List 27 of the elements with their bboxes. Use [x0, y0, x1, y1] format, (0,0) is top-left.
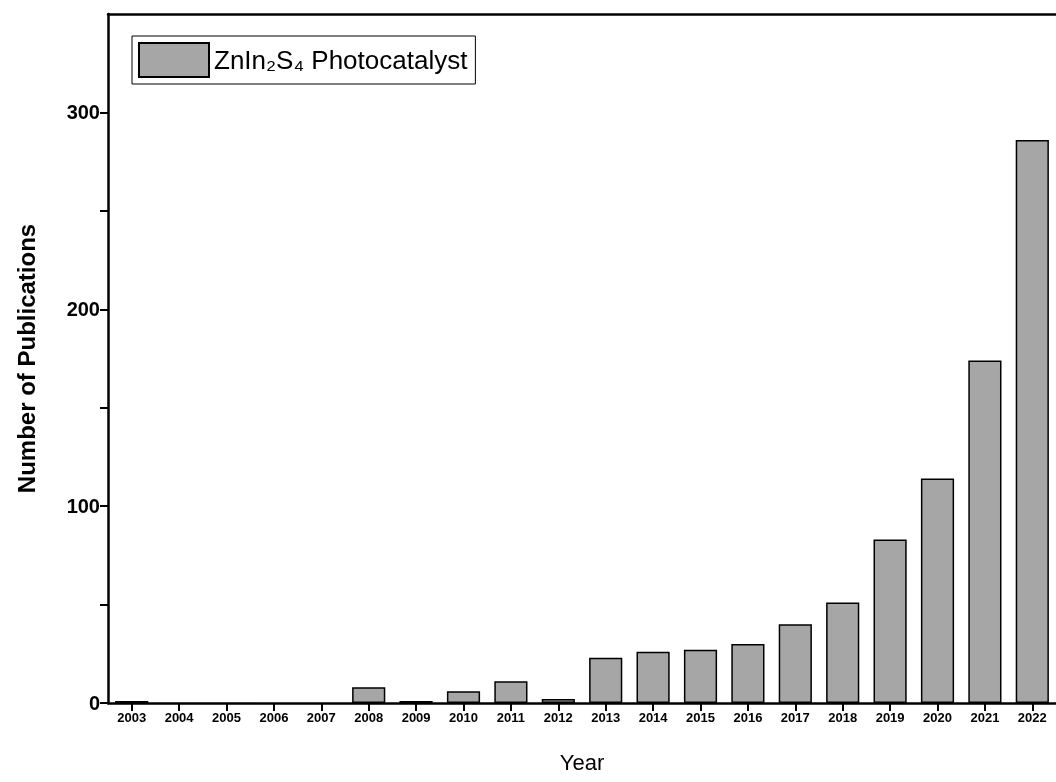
- x-tick-label: 2008: [354, 710, 384, 725]
- x-tick-label: 2021: [970, 710, 1000, 725]
- x-tick-label: 2017: [780, 710, 810, 725]
- x-tick-label: 2010: [449, 710, 478, 725]
- x-tick-label: 2016: [733, 710, 763, 725]
- y-axis-title: Number of Publications: [12, 223, 40, 494]
- x-tick-label: 2018: [828, 710, 858, 725]
- x-axis-title: Year: [559, 749, 605, 775]
- x-tick-label: 2015: [686, 710, 715, 725]
- y-tick-label: 300: [66, 101, 100, 124]
- x-tick-label: 2011: [496, 710, 525, 725]
- x-tick-label: 2013: [591, 710, 621, 725]
- legend-label: ZnIn₂S₄ Photocatalyst: [214, 45, 469, 75]
- x-tick-label: 2004: [164, 710, 195, 725]
- x-tick-label: 2020: [923, 710, 952, 725]
- y-tick-label: 100: [66, 495, 100, 518]
- x-tick-label: 2014: [638, 710, 669, 725]
- x-tick-label: 2005: [212, 710, 241, 725]
- y-tick-label: 0: [88, 692, 100, 714]
- y-tick-label: 200: [66, 298, 100, 321]
- x-tick-label: 2012: [543, 710, 573, 725]
- x-tick-label: 2019: [875, 710, 905, 725]
- x-tick-label: 2022: [1017, 710, 1047, 725]
- x-tick-label: 2007: [306, 710, 336, 725]
- x-tick-label: 2009: [401, 710, 431, 725]
- x-tick-label: 2006: [259, 710, 289, 725]
- x-tick-label: 2003: [117, 710, 147, 725]
